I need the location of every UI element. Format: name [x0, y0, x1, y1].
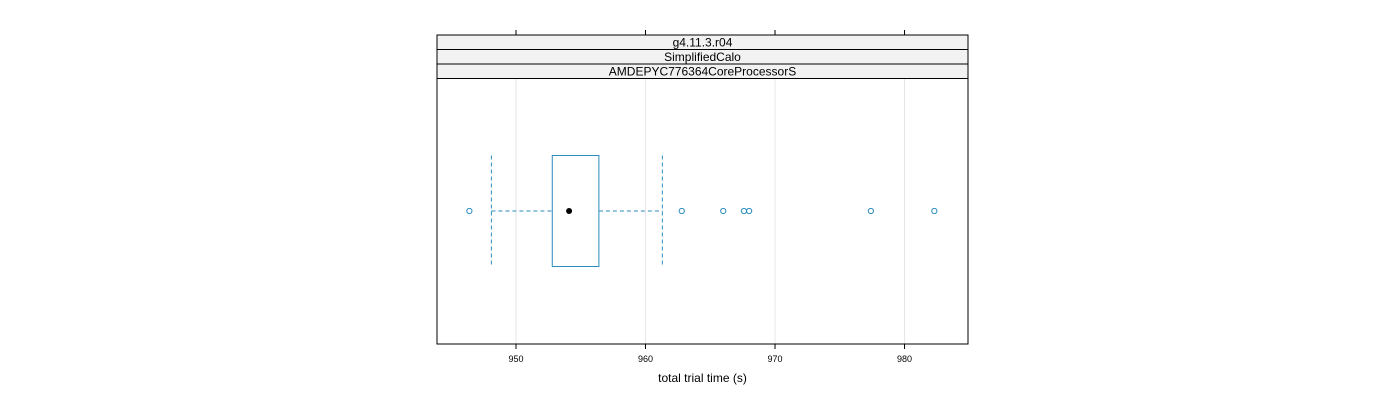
x-tick-label-2: 970 — [768, 354, 783, 364]
strip-3: AMDEPYC776364CoreProcessorS — [436, 63, 969, 79]
strip-3-label: AMDEPYC776364CoreProcessorS — [609, 65, 796, 79]
strip-2-label: SimplifiedCalo — [664, 50, 741, 64]
outlier-point-2 — [720, 207, 727, 215]
x-axis: 950 960 970 980 — [508, 30, 912, 364]
boxplot — [466, 155, 938, 267]
strip-1: g4.11.3.r04 — [436, 34, 969, 50]
grid-lines — [515, 78, 906, 344]
outlier-point-6 — [931, 207, 938, 215]
outlier-point-1 — [678, 207, 685, 215]
strip-1-label: g4.11.3.r04 — [673, 36, 733, 50]
x-tick-label-3: 980 — [897, 354, 912, 364]
outlier-point-5 — [867, 207, 874, 215]
outlier-point-4 — [746, 207, 753, 215]
strip-2: SimplifiedCalo — [436, 49, 969, 65]
outlier-point-3 — [740, 207, 748, 215]
panel-border — [436, 78, 969, 345]
x-axis-title: total trial time (s) — [658, 371, 747, 385]
median-dot — [566, 208, 573, 214]
box-iqr — [551, 155, 600, 267]
x-tick-label-0: 950 — [508, 354, 523, 364]
x-tick-label-1: 960 — [638, 354, 653, 364]
outlier-point-0 — [466, 207, 473, 215]
